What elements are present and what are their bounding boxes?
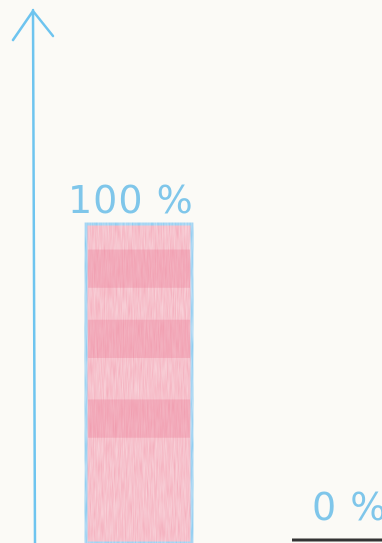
bar-shading-band bbox=[88, 249, 190, 288]
bar-100-percent bbox=[84, 222, 194, 543]
y-axis-arrow-icon bbox=[11, 9, 55, 42]
data-label-0-percent: 0 % bbox=[312, 485, 382, 529]
data-label-100-percent: 100 % bbox=[68, 178, 194, 222]
y-axis-line bbox=[31, 8, 37, 543]
bar-shading-band bbox=[88, 399, 190, 438]
bar-shading-band bbox=[88, 319, 190, 358]
bar-series bbox=[84, 222, 194, 543]
